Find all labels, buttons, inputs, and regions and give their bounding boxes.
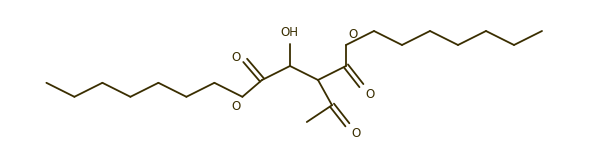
Text: O: O [348,28,357,41]
Text: O: O [365,88,375,101]
Text: OH: OH [280,26,298,39]
Text: O: O [352,127,361,140]
Text: O: O [231,51,240,64]
Text: O: O [231,100,241,113]
